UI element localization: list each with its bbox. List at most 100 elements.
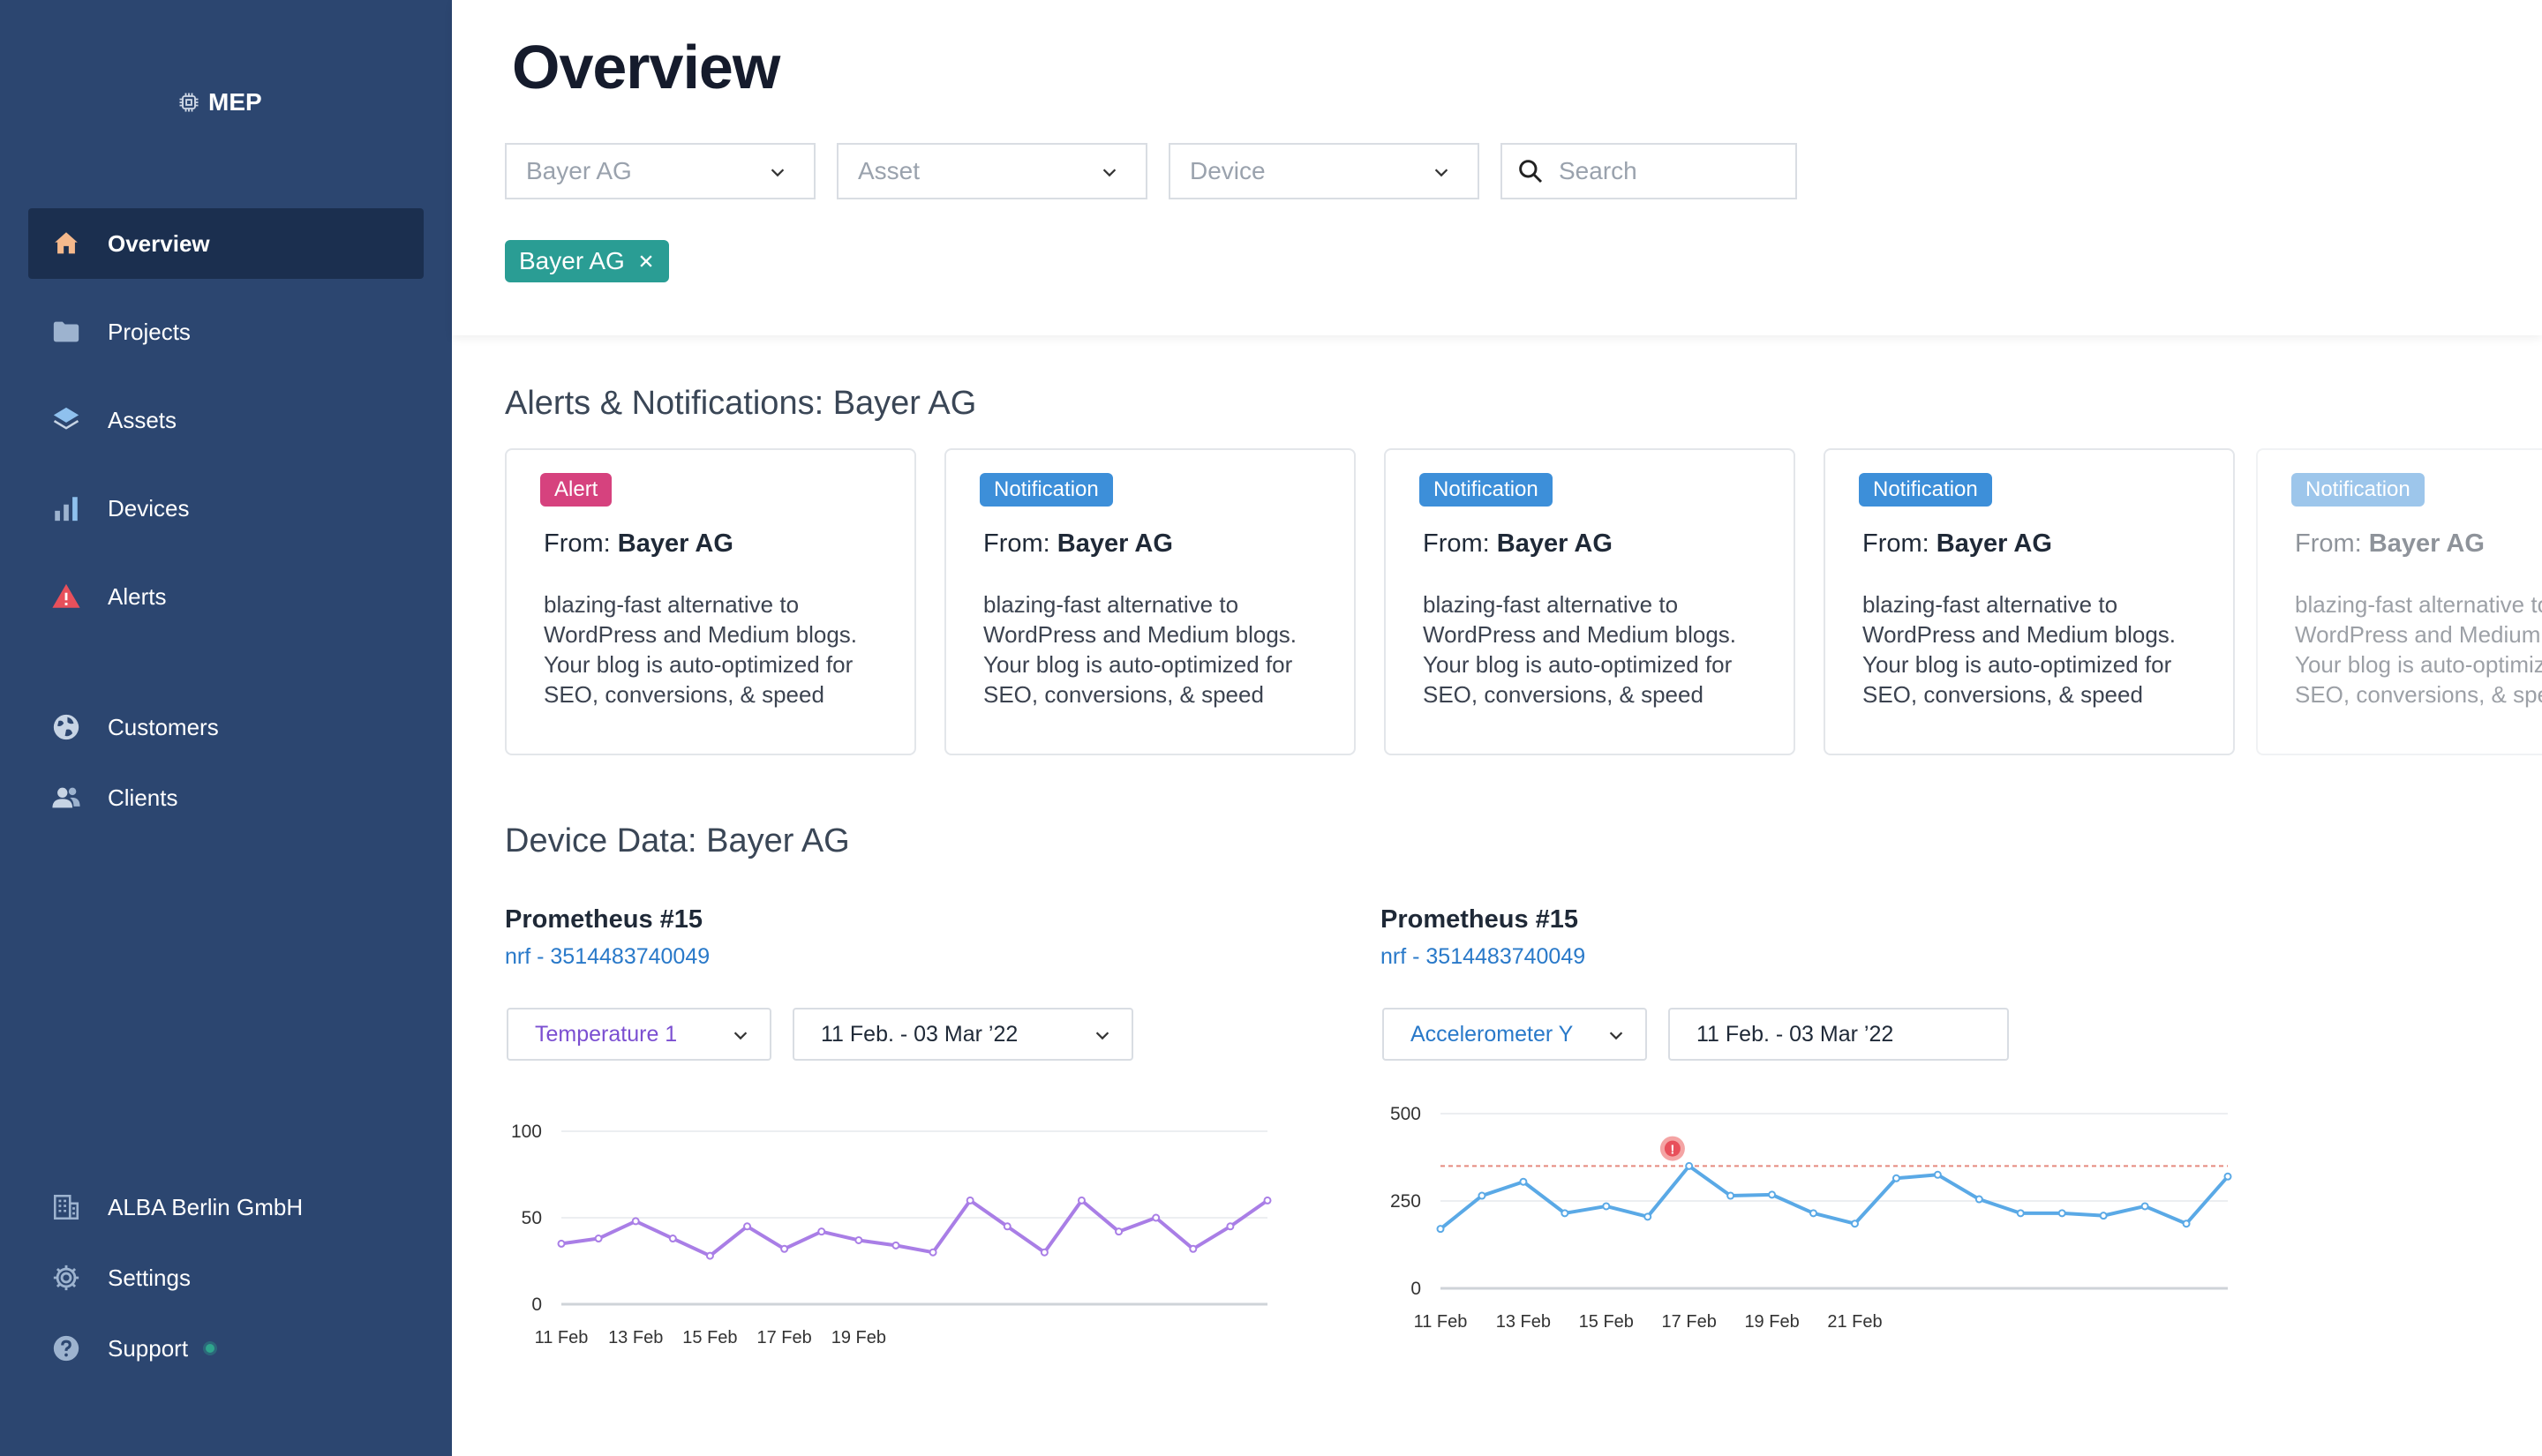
data-point: [594, 1235, 603, 1243]
sidebar: MEP Overview Projects Assets Devices Ale…: [0, 0, 452, 1456]
select-value: 11 Feb. - 03 Mar ’22: [1696, 1021, 1894, 1047]
data-point: [557, 1239, 566, 1248]
data-point: [1077, 1196, 1086, 1205]
data-point: [780, 1244, 789, 1253]
sidebar-item-support[interactable]: Support: [28, 1313, 424, 1384]
data-point: [1768, 1190, 1777, 1199]
sidebar-item-assets[interactable]: Assets: [28, 385, 424, 455]
date-range-select[interactable]: 11 Feb. - 03 Mar ’22: [1668, 1008, 2009, 1061]
search-icon: [1519, 160, 1543, 184]
sidebar-item-label: Support: [108, 1334, 189, 1362]
sender-name: Bayer AG: [1936, 529, 2052, 558]
warning-icon: [49, 580, 83, 613]
data-point: [1891, 1174, 1900, 1182]
x-tick-label: 19 Feb: [1744, 1312, 1799, 1332]
x-tick-label: 21 Feb: [1827, 1312, 1882, 1332]
data-point: [1850, 1220, 1859, 1228]
sidebar-item-alerts[interactable]: Alerts: [28, 561, 424, 632]
select-value: Asset: [858, 157, 921, 184]
sidebar-item-label: ALBA Berlin GmbH: [108, 1193, 304, 1220]
device-id-link[interactable]: nrf - 3514483740049: [1380, 944, 1586, 969]
select-value: Accelerometer Y: [1410, 1021, 1574, 1047]
notification-card[interactable]: Notification From: Bayer AG blazing-fast…: [2256, 448, 2542, 755]
data-point: [2057, 1209, 2066, 1218]
series-line: [1439, 1164, 2230, 1231]
notification-badge: Notification: [1859, 473, 1992, 507]
from-label: From:: [983, 529, 1050, 558]
sidebar-item-label: Assets: [108, 406, 177, 433]
x-tick-label: 19 Feb: [831, 1328, 886, 1347]
data-point: [1809, 1209, 1818, 1218]
device-name: Prometheus #15: [505, 905, 703, 934]
notification-badge: Notification: [1419, 473, 1553, 507]
building-icon: [49, 1190, 83, 1224]
sensor-select[interactable]: Accelerometer Y: [1382, 1008, 1647, 1061]
users-icon: [49, 781, 83, 814]
data-point: [1726, 1191, 1735, 1200]
notification-card[interactable]: Notification From: Bayer AG blazing-fast…: [1384, 448, 1795, 755]
sidebar-item-clients[interactable]: Clients: [28, 762, 424, 833]
search-placeholder: Search: [1559, 157, 1637, 184]
sensor-select[interactable]: Temperature 1: [507, 1008, 771, 1061]
sidebar-item-organization[interactable]: ALBA Berlin GmbH: [28, 1172, 424, 1242]
sender-name: Bayer AG: [1057, 529, 1173, 558]
device-filter-select[interactable]: Device: [1169, 143, 1479, 199]
sidebar-item-label: Alerts: [108, 582, 167, 610]
search-input[interactable]: Search: [1500, 143, 1797, 199]
date-range-select[interactable]: 11 Feb. - 03 Mar ’22: [793, 1008, 1133, 1061]
alert-card[interactable]: Alert From: Bayer AG blazing-fast altern…: [505, 448, 916, 755]
from-label: From:: [2295, 529, 2362, 558]
sidebar-item-devices[interactable]: Devices: [28, 473, 424, 544]
y-tick-label: 50: [522, 1208, 542, 1228]
close-icon[interactable]: [637, 252, 655, 270]
y-tick-label: 0: [1410, 1279, 1421, 1299]
accelerometer-line-chart: 0 250 500 11 Feb 13 Feb 15 Feb 17 Feb 19 Feb 21 …: [1390, 1104, 2232, 1332]
data-point: [1436, 1225, 1445, 1234]
active-filter-chip[interactable]: Bayer AG: [505, 240, 669, 282]
card-sender: From: Bayer AG: [983, 529, 1173, 559]
card-body: blazing-fast alternative to WordPress an…: [1862, 591, 2177, 708]
x-tick-label: 11 Feb: [1414, 1312, 1468, 1332]
asset-filter-select[interactable]: Asset: [837, 143, 1147, 199]
data-point: [743, 1222, 752, 1231]
sidebar-item-settings[interactable]: Settings: [28, 1242, 424, 1313]
data-point: [1685, 1161, 1694, 1170]
data-point: [1933, 1170, 1942, 1179]
from-label: From:: [1862, 529, 1929, 558]
data-point: [966, 1196, 974, 1205]
data-point: [1974, 1195, 1983, 1204]
series-line: [560, 1198, 1269, 1258]
data-point: [2099, 1212, 2108, 1220]
notification-card[interactable]: Notification From: Bayer AG blazing-fast…: [944, 448, 1356, 755]
sidebar-item-customers[interactable]: Customers: [28, 692, 424, 762]
card-sender: From: Bayer AG: [1423, 529, 1613, 559]
alerts-section-title: Alerts & Notifications: Bayer AG: [505, 385, 977, 422]
customer-filter-select[interactable]: Bayer AG: [505, 143, 816, 199]
notification-badge: Notification: [980, 473, 1113, 507]
page-title: Overview: [512, 33, 780, 101]
app-logo[interactable]: MEP: [177, 88, 262, 116]
notification-card[interactable]: Notification From: Bayer AG blazing-fast…: [1824, 448, 2235, 755]
sidebar-item-overview[interactable]: Overview: [28, 208, 424, 279]
x-tick-label: 11 Feb: [535, 1328, 589, 1347]
data-point: [817, 1227, 826, 1236]
card-sender: From: Bayer AG: [2295, 529, 2485, 559]
sidebar-item-label: Customers: [108, 713, 219, 740]
sender-name: Bayer AG: [2368, 529, 2485, 558]
x-tick-label: 17 Feb: [1662, 1312, 1717, 1332]
data-point: [668, 1235, 677, 1243]
help-icon: [49, 1332, 83, 1365]
from-label: From:: [1423, 529, 1490, 558]
card-body: blazing-fast alternative to WordPress an…: [983, 591, 1297, 708]
x-tick-label: 13 Feb: [608, 1328, 663, 1347]
gear-icon: [49, 1261, 83, 1295]
sidebar-item-label: Devices: [108, 494, 190, 522]
chevron-down-icon: [1102, 169, 1117, 177]
sidebar-item-projects[interactable]: Projects: [28, 296, 424, 367]
layers-icon: [49, 403, 83, 437]
x-tick-label: 17 Feb: [756, 1328, 811, 1347]
device-id-link[interactable]: nrf - 3514483740049: [505, 944, 711, 969]
x-tick-label: 15 Feb: [682, 1328, 737, 1347]
temperature-line-chart: 0 50 100 11 Feb 13 Feb 15 Feb 17 Feb 19 Feb: [511, 1122, 1272, 1347]
data-point: [1561, 1209, 1569, 1218]
